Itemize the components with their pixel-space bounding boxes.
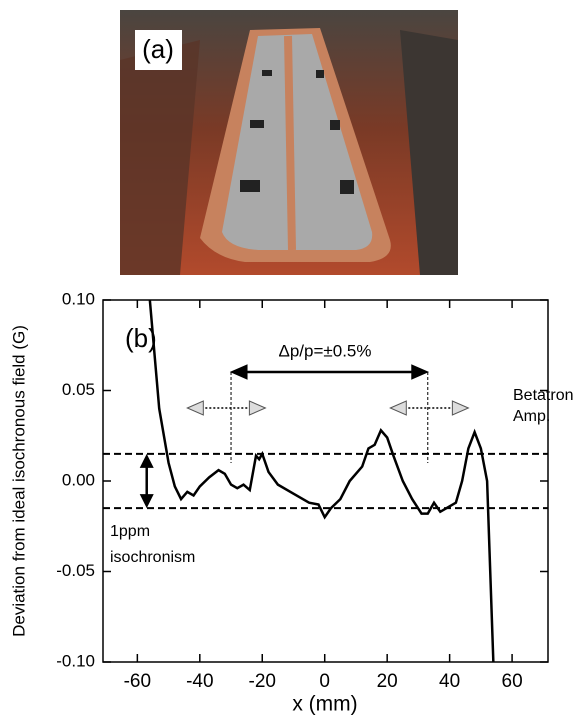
x-tick-label: 20	[377, 671, 398, 692]
arrow-head	[229, 364, 248, 380]
x-tick-label: 0	[319, 671, 330, 692]
x-tick-label: 60	[502, 671, 523, 692]
annotation: 1ppm	[110, 523, 150, 540]
photo: (a)	[120, 10, 458, 275]
arrow-head	[139, 494, 154, 509]
line	[148, 300, 495, 662]
x-tick-label: -40	[186, 671, 213, 692]
annotation: isochronism	[110, 549, 195, 566]
photo-label: (a)	[142, 34, 174, 64]
arrow-head	[451, 400, 470, 416]
annotation: Δp/p=±0.5%	[279, 341, 372, 360]
x-tick-label: -20	[249, 671, 276, 692]
arrow-head	[389, 400, 407, 416]
y-tick-label: -0.10	[56, 651, 95, 670]
arrow-head	[411, 364, 430, 380]
x-tick-label: 40	[439, 671, 460, 692]
x-tick-label: -60	[124, 671, 151, 692]
annotation: Betatron	[513, 387, 573, 404]
y-axis-label: Deviation from ideal isochronous field (…	[9, 325, 28, 637]
arrow-head	[248, 400, 267, 416]
y-tick-label: 0.10	[62, 289, 95, 308]
annotation: Amp.	[513, 408, 550, 425]
y-tick-label: -0.05	[56, 561, 95, 580]
arrow-head	[186, 400, 204, 416]
arrow-head	[139, 453, 154, 468]
plot-area	[148, 300, 495, 662]
y-tick-label: 0.05	[62, 380, 95, 399]
x-axis-label: x (mm)	[292, 693, 357, 716]
y-tick-label: 0.00	[62, 470, 95, 489]
